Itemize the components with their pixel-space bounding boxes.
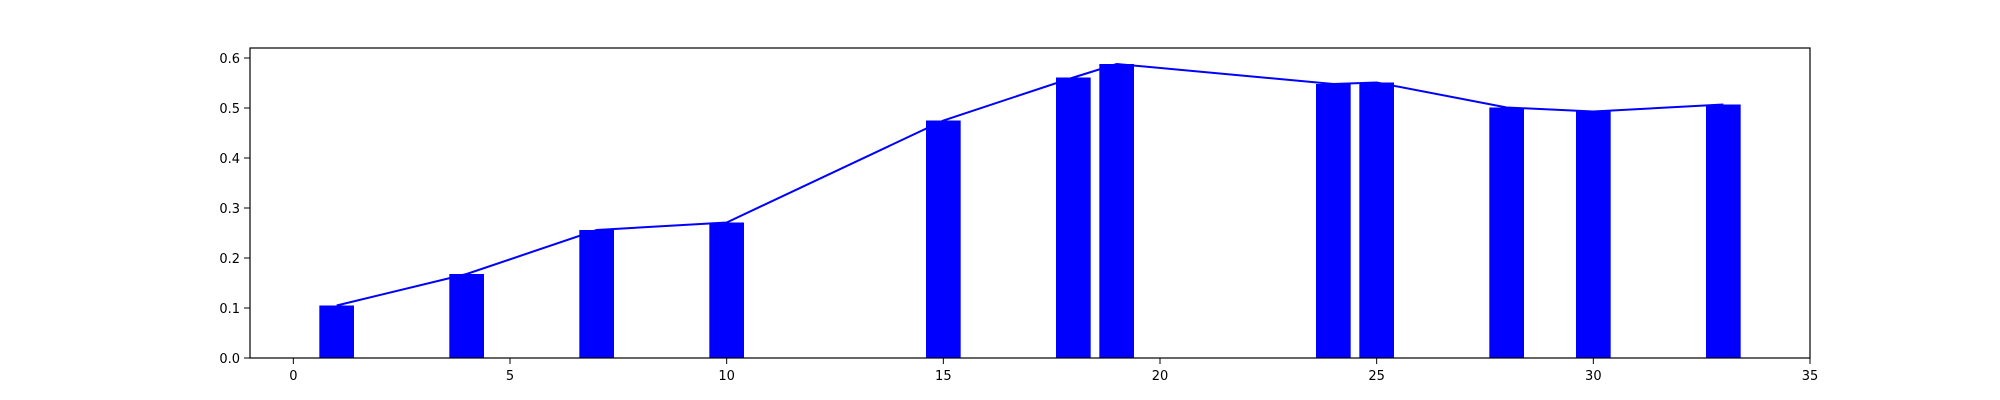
y-tick-label: 0.4 (219, 152, 240, 167)
y-tick-label: 0.3 (219, 202, 240, 217)
trend-line (336, 62, 1724, 307)
bar-x18 (1056, 77, 1091, 358)
plot-area-frame (249, 47, 1811, 359)
bar-x1 (319, 305, 354, 358)
x-tick-label: 15 (935, 369, 952, 384)
bar-x10 (709, 222, 744, 358)
bar-x28 (1489, 107, 1524, 358)
bar-x15 (926, 120, 961, 358)
bar-x24 (1316, 84, 1351, 358)
x-tick-label: 10 (718, 369, 735, 384)
bar-x19 (1099, 64, 1134, 358)
y-tick-label: 0.0 (219, 352, 240, 367)
y-tick-label: 0.5 (219, 102, 240, 117)
y-tick-label: 0.1 (219, 302, 240, 317)
x-tick-label: 30 (1585, 369, 1602, 384)
y-axis: 0.0 0.1 0.2 0.3 0.4 0.5 0.6 (219, 52, 250, 367)
x-tick-label: 20 (1152, 369, 1169, 384)
x-axis: 0 5 10 15 20 25 30 35 (289, 358, 1818, 384)
x-tick-label: 0 (289, 369, 297, 384)
bar-x7 (579, 230, 614, 358)
bars-group (319, 64, 1741, 358)
y-tick-label: 0.2 (219, 252, 240, 267)
bar-x4 (449, 274, 484, 358)
x-tick-label: 5 (506, 369, 514, 384)
x-tick-label: 35 (1802, 369, 1819, 384)
bar-x33 (1706, 104, 1741, 358)
x-tick-label: 25 (1368, 369, 1385, 384)
y-tick-label: 0.6 (219, 52, 240, 67)
bar-x30 (1576, 111, 1611, 358)
bar-x25 (1359, 82, 1394, 358)
